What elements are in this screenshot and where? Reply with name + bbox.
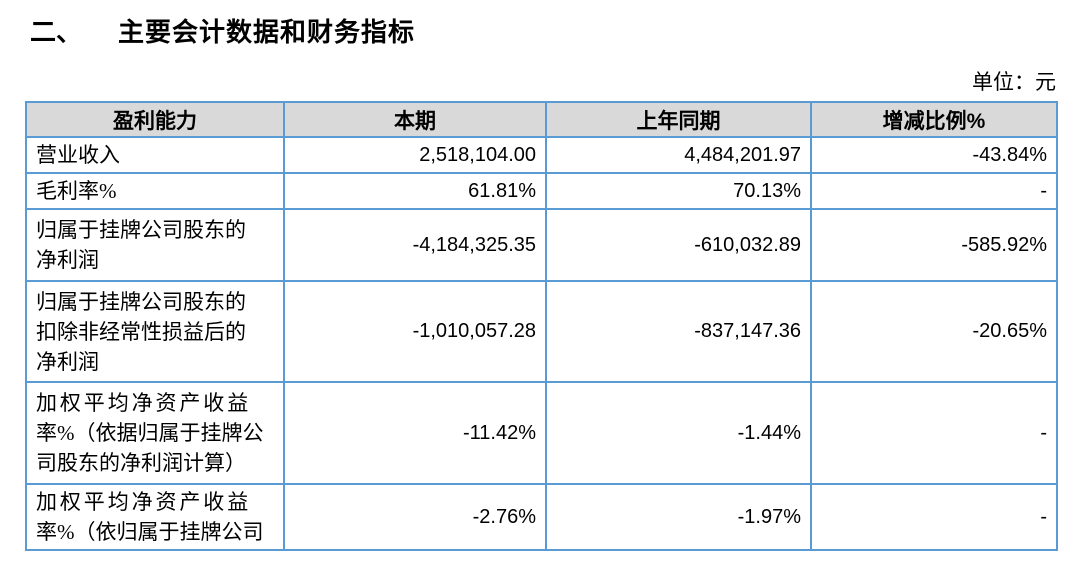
table-row-weighted-roe-truncated: 加权平均净资产收益 率%（依归属于挂牌公司 -2.76% -1.97% -: [25, 483, 1058, 551]
prior-period-value: 4,484,201.97: [545, 136, 812, 174]
section-heading: 二、 主要会计数据和财务指标: [0, 0, 1080, 48]
current-period-value: 61.81%: [283, 172, 547, 210]
header-prior-period: 上年同期: [545, 101, 812, 138]
header-indicator: 盈利能力: [25, 101, 285, 138]
change-ratio-value: -: [810, 172, 1058, 210]
table-row-net-profit: 归属于挂牌公司股东的 净利润 -4,184,325.35 -610,032.89…: [25, 208, 1058, 282]
table-header-row: 盈利能力 本期 上年同期 增减比例%: [25, 101, 1058, 138]
table-row-gross-margin: 毛利率% 61.81% 70.13% -: [25, 172, 1058, 210]
section-number: 二、: [30, 17, 83, 47]
row-label: 营业收入: [25, 136, 285, 174]
current-period-value: 2,518,104.00: [283, 136, 547, 174]
row-label: 加权平均净资产收益 率%（依归属于挂牌公司: [25, 483, 285, 551]
prior-period-value: -837,147.36: [545, 280, 812, 383]
row-label: 归属于挂牌公司股东的 净利润: [25, 208, 285, 282]
change-ratio-value: -43.84%: [810, 136, 1058, 174]
current-period-value: -11.42%: [283, 381, 547, 485]
prior-period-value: 70.13%: [545, 172, 812, 210]
prior-period-value: -610,032.89: [545, 208, 812, 282]
financial-indicators-table: 盈利能力 本期 上年同期 增减比例% 营业收入 2,518,104.00 4,4…: [25, 101, 1058, 551]
current-period-value: -1,010,057.28: [283, 280, 547, 383]
page-title: 主要会计数据和财务指标: [118, 17, 416, 47]
header-current-period: 本期: [283, 101, 547, 138]
table-row-weighted-roe-net-profit: 加权平均净资产收益 率%（依据归属于挂牌公 司股东的净利润计算） -11.42%…: [25, 381, 1058, 485]
prior-period-value: -1.97%: [545, 483, 812, 551]
change-ratio-value: -: [810, 483, 1058, 551]
row-label: 归属于挂牌公司股东的 扣除非经常性损益后的 净利润: [25, 280, 285, 383]
unit-label: 单位：元: [972, 70, 1056, 94]
current-period-value: -2.76%: [283, 483, 547, 551]
table-row-operating-revenue: 营业收入 2,518,104.00 4,484,201.97 -43.84%: [25, 136, 1058, 174]
table-row-net-profit-after-deduction: 归属于挂牌公司股东的 扣除非经常性损益后的 净利润 -1,010,057.28 …: [25, 280, 1058, 383]
row-label: 毛利率%: [25, 172, 285, 210]
change-ratio-value: -20.65%: [810, 280, 1058, 383]
change-ratio-value: -585.92%: [810, 208, 1058, 282]
prior-period-value: -1.44%: [545, 381, 812, 485]
header-change-ratio: 增减比例%: [810, 101, 1058, 138]
row-label: 加权平均净资产收益 率%（依据归属于挂牌公 司股东的净利润计算）: [25, 381, 285, 485]
current-period-value: -4,184,325.35: [283, 208, 547, 282]
change-ratio-value: -: [810, 381, 1058, 485]
